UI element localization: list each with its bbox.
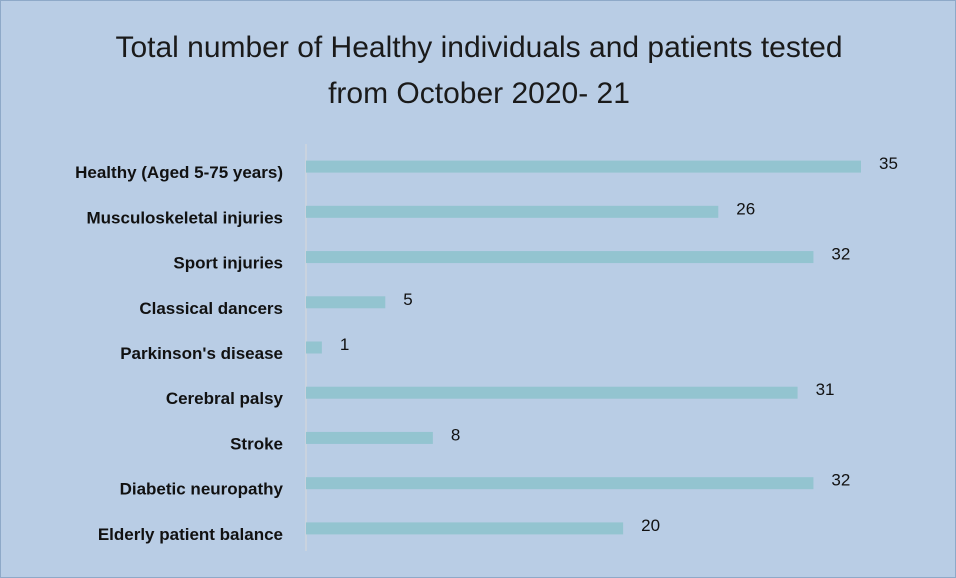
value-label: 1: [340, 335, 349, 354]
bar: [306, 160, 861, 173]
value-label: 5: [403, 290, 412, 309]
value-label: 20: [641, 516, 660, 535]
bar: [306, 431, 433, 444]
chart-title: Total number of Healthy individuals and …: [115, 31, 843, 110]
y-tick-label: Classical dancers: [139, 299, 283, 318]
value-label: 26: [736, 199, 755, 218]
y-tick-label: Musculoskeletal injuries: [86, 208, 283, 227]
value-label: 32: [831, 245, 850, 264]
value-label: 8: [451, 425, 460, 444]
y-tick-label: Elderly patient balance: [98, 525, 283, 544]
bar: [306, 205, 719, 218]
bar: [306, 477, 814, 490]
value-label: 31: [816, 380, 835, 399]
bar: [306, 296, 386, 309]
bar: [306, 341, 322, 354]
value-label: 32: [831, 471, 850, 490]
y-tick-label: Cerebral palsy: [166, 389, 284, 408]
y-tick-label: Healthy (Aged 5-75 years): [75, 163, 283, 182]
bar: [306, 386, 798, 399]
y-tick-label: Parkinson's disease: [120, 344, 283, 363]
y-tick-label: Diabetic neuropathy: [120, 480, 284, 499]
y-tick-label: Sport injuries: [173, 254, 283, 273]
y-tick-label: Stroke: [230, 434, 283, 453]
bar: [306, 522, 624, 535]
bar: [306, 251, 814, 264]
value-label: 35: [879, 154, 898, 173]
